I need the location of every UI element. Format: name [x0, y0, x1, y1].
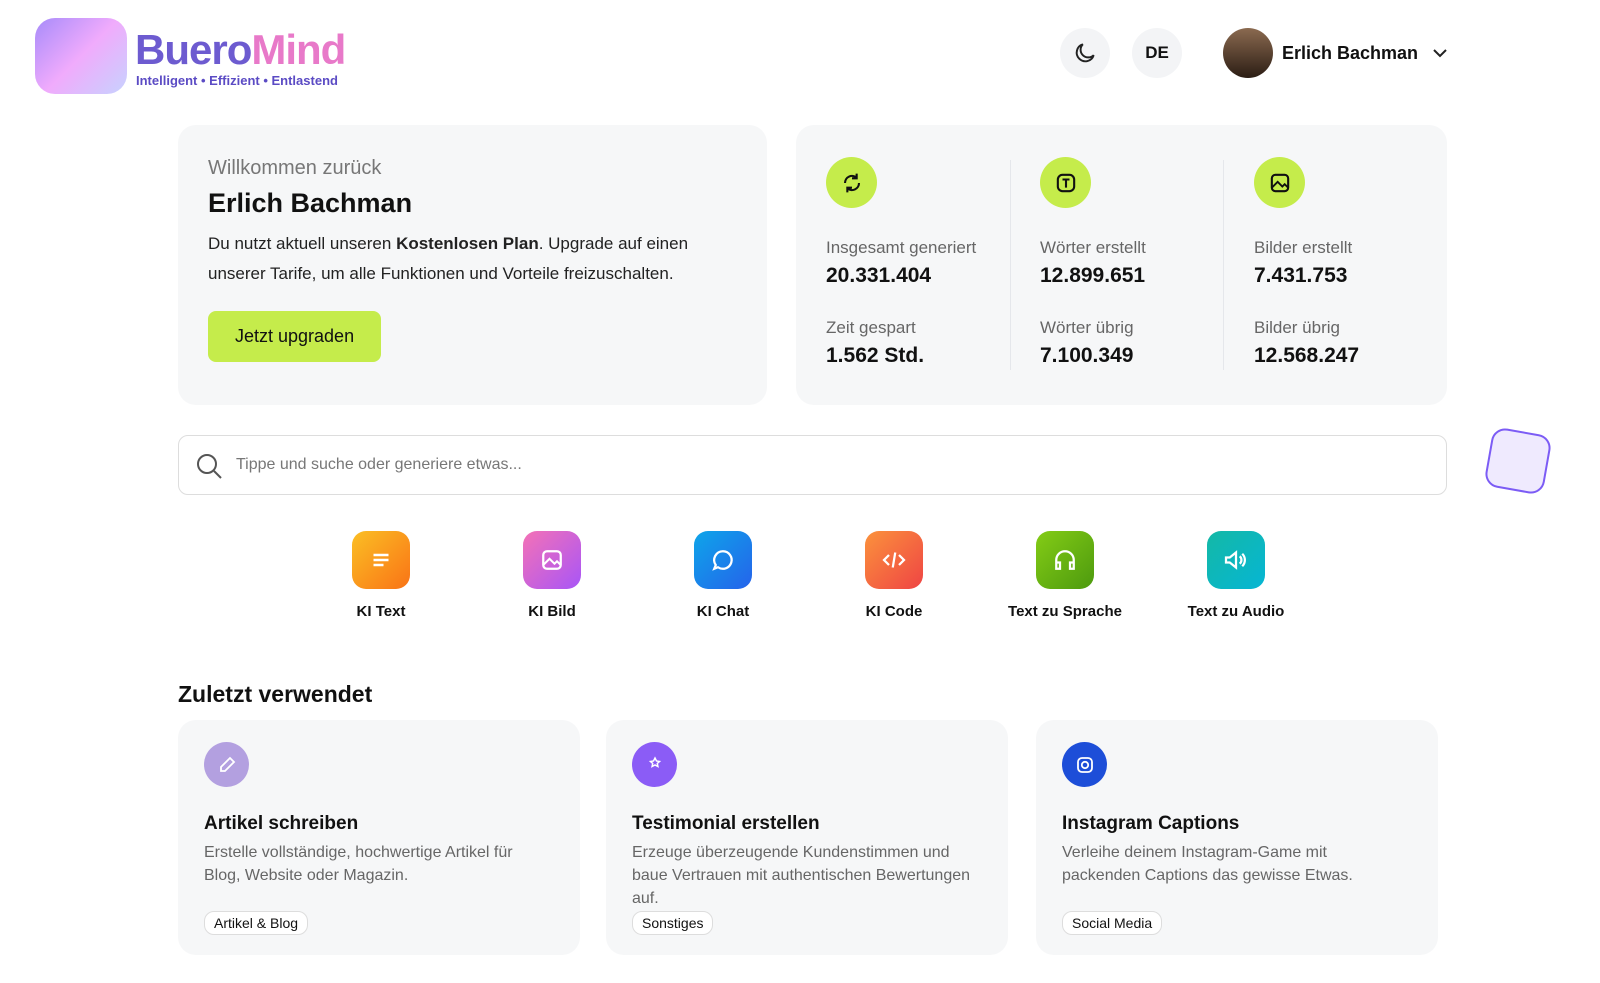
stat-icon	[826, 157, 877, 208]
plan-name: Kostenlosen Plan	[396, 234, 539, 253]
user-name[interactable]: Erlich Bachman	[1282, 43, 1419, 63]
recent-card-tag: Social Media	[1062, 911, 1163, 935]
stat-label: Wörter erstellt	[1040, 238, 1146, 257]
tool-glyph	[542, 550, 562, 570]
divider	[1010, 160, 1011, 370]
tool-label: KI Text	[356, 603, 406, 620]
brand-first: Buero	[135, 26, 252, 73]
recent-card[interactable]: Artikel schreiben Erstelle vollständige,…	[178, 720, 580, 955]
logo-mark	[35, 18, 127, 94]
greeting: Willkommen zurück	[208, 157, 382, 179]
tool-label: Text zu Sprache	[1008, 603, 1122, 620]
recent-icon	[204, 742, 249, 787]
stats-card	[796, 125, 1447, 405]
brand-second: Mind	[251, 26, 346, 73]
stat-icon	[1040, 157, 1091, 208]
upgrade-button[interactable]: Jetzt upgraden	[208, 311, 382, 362]
search-box[interactable]: Tippe und suche oder generiere etwas...	[178, 435, 1447, 495]
tool-button[interactable]: KI Code	[814, 531, 974, 620]
tool-button[interactable]: Text zu Audio	[1156, 531, 1316, 620]
tool-button[interactable]: KI Text	[301, 531, 461, 620]
plan-text: Du nutzt aktuell unseren Kostenlosen Pla…	[208, 229, 737, 289]
tool-glyph	[1055, 550, 1075, 570]
recent-title: Zuletzt verwendet	[178, 681, 373, 707]
tool-label: KI Bild	[528, 603, 576, 620]
tool-button[interactable]: KI Bild	[472, 531, 632, 620]
tool-button[interactable]: KI Chat	[643, 531, 803, 620]
stat-column: Insgesamt generiert 20.331.404 Zeit gesp…	[826, 157, 976, 368]
stat-label: Wörter übrig	[1040, 318, 1134, 337]
plan-text-before: Du nutzt aktuell unseren	[208, 234, 397, 253]
stat-value: 20.331.404	[826, 264, 932, 287]
tool-icon	[1036, 531, 1094, 589]
avatar[interactable]	[1223, 28, 1273, 78]
recent-glyph	[219, 756, 235, 772]
moon-icon	[1075, 43, 1095, 63]
recent-card-title: Testimonial erstellen	[632, 813, 820, 834]
recent-card-title: Artikel schreiben	[204, 813, 359, 834]
stat-icon-glyph	[1270, 173, 1289, 192]
recent-icon	[632, 742, 677, 787]
recent-card[interactable]: Testimonial erstellen Erzeuge überzeugen…	[606, 720, 1008, 955]
stat-label: Zeit gespart	[826, 318, 916, 337]
stat-value: 7.431.753	[1254, 264, 1348, 287]
recent-glyph	[1076, 756, 1093, 773]
stat-label: Insgesamt generiert	[826, 238, 977, 257]
stat-label: Bilder übrig	[1254, 318, 1340, 337]
recent-card-tag: Artikel & Blog	[204, 911, 309, 935]
recent-card-description: Erstelle vollständige, hochwertige Artik…	[204, 844, 513, 884]
plan-text-after: . Upgrade auf einen unserer Tarife, um a…	[208, 234, 689, 283]
tool-label: KI Chat	[696, 603, 750, 620]
recent-glyph	[648, 755, 661, 768]
language-toggle[interactable]: DE	[1132, 28, 1182, 78]
stat-value: 7.100.349	[1040, 344, 1134, 367]
tool-glyph	[712, 550, 733, 571]
apps-button[interactable]	[1483, 426, 1553, 496]
search-icon	[197, 454, 222, 479]
stat-value: 12.899.651	[1040, 264, 1146, 287]
brand: BueroMind	[135, 26, 346, 74]
recent-card[interactable]: Instagram Captions Verleihe deinem Insta…	[1036, 720, 1438, 955]
tool-button[interactable]: Text zu Sprache	[985, 531, 1145, 620]
tool-label: Text zu Audio	[1187, 603, 1285, 620]
stat-icon-glyph	[1056, 173, 1075, 192]
divider	[1223, 160, 1224, 370]
tool-icon	[1207, 531, 1265, 589]
stat-icon-glyph	[843, 173, 860, 192]
stat-column: Bilder erstellt 7.431.753 Bilder übrig 1…	[1254, 157, 1359, 368]
welcome-name: Erlich Bachman	[208, 188, 413, 218]
tool-icon	[865, 531, 923, 589]
tool-glyph	[373, 553, 389, 567]
recent-icon	[1062, 742, 1107, 787]
recent-card-description: Erzeuge überzeugende Kundenstimmen und b…	[632, 844, 971, 907]
stat-value: 12.568.247	[1254, 344, 1360, 367]
stat-label: Bilder erstellt	[1254, 238, 1353, 257]
stat-icon	[1254, 157, 1305, 208]
tool-icon	[694, 531, 752, 589]
stat-value: 1.562 Std.	[826, 344, 925, 367]
recent-card-title: Instagram Captions	[1062, 813, 1240, 834]
tool-icon	[352, 531, 410, 589]
tool-glyph	[1224, 550, 1246, 570]
tool-icon	[523, 531, 581, 589]
tagline: Intelligent • Effizient • Entlastend	[136, 73, 338, 88]
tool-glyph	[882, 552, 906, 568]
tool-label: KI Code	[865, 603, 923, 620]
welcome-card: Willkommen zurück Erlich Bachman Du nutz…	[178, 125, 767, 405]
recent-card-tag: Sonstiges	[632, 911, 714, 935]
theme-toggle[interactable]	[1060, 28, 1110, 78]
stat-column: Wörter erstellt 12.899.651 Wörter übrig …	[1040, 157, 1146, 368]
recent-card-description: Verleihe deinem Instagram-Game mit packe…	[1062, 844, 1353, 884]
search-placeholder: Tippe und suche oder generiere etwas...	[236, 456, 522, 473]
user-menu-chevron[interactable]	[1431, 44, 1449, 62]
